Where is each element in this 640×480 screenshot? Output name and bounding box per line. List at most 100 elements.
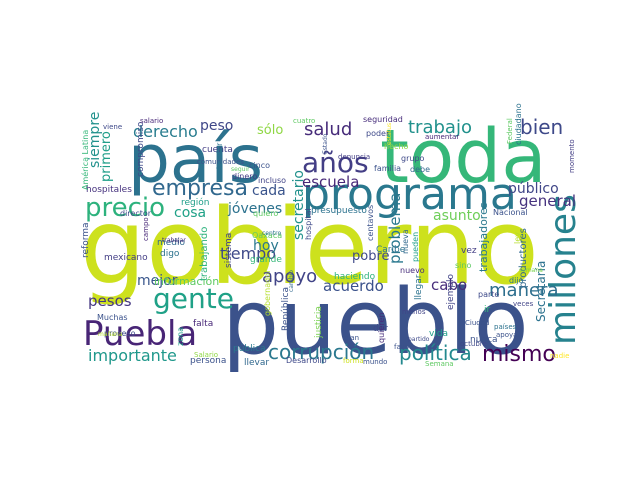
word-persona: persona [190, 356, 226, 366]
word-momento: momento [568, 139, 576, 173]
word-nunca: nunca [470, 335, 498, 345]
word-digo: digo [160, 249, 180, 259]
word-semana: semana [519, 267, 543, 274]
word-pais: país [128, 121, 263, 198]
word-nadie: nadie [550, 352, 569, 360]
word-bien: bien [520, 115, 563, 139]
word-america-latina: América Latina [80, 130, 90, 190]
word-trabajo: trabajo [408, 117, 472, 138]
word-denuncia: denuncia [338, 153, 370, 161]
word-aumentar: aumentar [425, 133, 459, 141]
word-veces: veces [513, 300, 534, 308]
word-zona: zona [176, 327, 185, 346]
word-llegar: llegar [414, 274, 424, 300]
word-comunidades: comunidades [197, 158, 244, 166]
word-oaxaca: Oaxaca [252, 231, 282, 240]
word-vida: vida [429, 329, 448, 339]
word-secretaria: Secretaría [534, 261, 548, 322]
word-jovenes: jóvenes [227, 201, 282, 217]
word-pesos: pesos [88, 292, 132, 310]
word-medio: medio [157, 238, 186, 248]
word-pueblo: pueblo [222, 270, 529, 375]
word-derecho: derecho [133, 122, 198, 141]
word-grande: grande [250, 255, 282, 265]
word-debe: debe [410, 165, 430, 174]
word-acuerdo: acuerdo [323, 277, 384, 295]
word-corrupcion: corrupción [268, 340, 374, 364]
word-salario: Salario [194, 351, 218, 359]
word-justicia: justicia [314, 306, 324, 339]
word-peso: peso [200, 118, 233, 134]
word-pobre: pobre [352, 249, 390, 264]
word-menos: menos [402, 308, 426, 316]
word-llevar: llevar [244, 358, 269, 368]
word-centavos: centavos [366, 205, 375, 241]
word-ley: ley [513, 232, 522, 244]
word-hecho: hecho [384, 142, 408, 151]
word-forma: forma [343, 357, 364, 365]
word-muchas: Muchas [97, 313, 128, 322]
word-salud: salud [304, 119, 352, 140]
word-desarrollo: Desarrollo [286, 356, 327, 365]
word-publico: público [508, 181, 559, 197]
word-seguir: seguir [231, 166, 250, 173]
word-estado: Estado [322, 133, 329, 154]
word-gobernador: gobernador [263, 269, 272, 316]
word-asunto: asunto [433, 208, 481, 224]
word-haciendo: haciendo [334, 272, 376, 282]
word-poder: poder [366, 129, 390, 138]
word-compromiso: compromiso [136, 121, 146, 177]
word-solo: sólo [257, 123, 283, 138]
word-federal: Federal [506, 118, 514, 144]
word-politica: política [399, 341, 472, 365]
word-problema: problema [386, 193, 404, 264]
word-gente: gente [153, 282, 234, 315]
word-primero: primero [99, 131, 114, 182]
word-director: director [120, 209, 152, 218]
word-mismo: mismo [482, 342, 556, 367]
word-puebla: Puebla [83, 314, 197, 354]
word-empresa: empresa [152, 176, 248, 201]
word-hospital: hospital [304, 208, 313, 240]
word-proceso: proceso [104, 329, 136, 338]
word-mundo: mundo [363, 358, 387, 366]
word-siempre: siempre [87, 112, 103, 168]
word-nuevo: nuevo [400, 266, 425, 275]
word-viene: viene [103, 123, 122, 131]
word-pueden: pueden [411, 232, 420, 262]
word-region: región [181, 197, 209, 208]
word-cabo: cabo [431, 276, 467, 294]
word-hospitales: hospitales [86, 185, 132, 195]
word-cuatro: cuatro [293, 117, 315, 125]
word-salario: salario [140, 117, 163, 125]
word-manana: mañana [98, 331, 123, 338]
word-ciudad: Ciudad [465, 319, 489, 327]
word-manera: manera [489, 280, 558, 301]
word-incluso: incluso [258, 176, 286, 185]
word-apoyo: apoyo [262, 266, 317, 287]
word-sistema: sistema [224, 233, 234, 268]
word-cambio: cambio [288, 270, 295, 292]
word-quieren: quieren [377, 313, 386, 343]
word-secretario: secretario [291, 170, 307, 240]
word-ejemplo: ejemplo [446, 273, 456, 310]
word-republica: República [281, 287, 291, 331]
word-estatus: estatus [386, 123, 393, 145]
word-mexicano: mexicano [104, 253, 148, 263]
word-campo: campo [142, 217, 150, 241]
word-toda: toda [380, 114, 547, 200]
word-plan: plan [344, 334, 359, 342]
word-ciudadano: ciudadano [514, 103, 523, 145]
word-hoy: hoy [253, 238, 279, 254]
word-millones: millones [543, 194, 584, 345]
word-mejor: mejor [137, 273, 178, 289]
word-parte: parte [478, 290, 499, 299]
word-paises: países [494, 323, 517, 331]
word-cada: cada [252, 183, 286, 199]
word-ir: ir [484, 305, 491, 315]
word-trabajadores: trabajadores [477, 202, 490, 272]
word-partido: partido [408, 336, 430, 343]
word-cinco: cinco [249, 161, 270, 170]
word-favor: favor [394, 343, 412, 351]
word-falta: falta [193, 319, 213, 329]
